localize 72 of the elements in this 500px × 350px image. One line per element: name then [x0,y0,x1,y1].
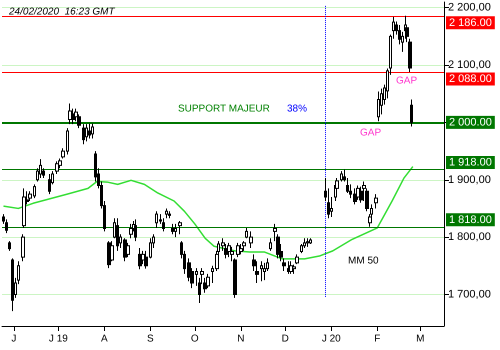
candlestick [306,238,309,248]
candlestick [88,123,91,139]
candlestick [282,258,286,272]
candlestick [116,218,119,252]
candlestick [410,98,413,127]
candlestick [22,188,26,228]
x-tick-label: O [190,334,199,344]
candlestick [21,234,25,262]
x-tick-label: N [237,334,244,344]
ref-line-label: 1 918.00 [449,156,492,168]
annotation: GAP [396,76,418,86]
x-tick-label: F [374,334,380,344]
candlestick [239,243,243,255]
candlestick [168,210,171,219]
annotation: GAP [360,128,382,138]
candlestick [377,90,380,122]
candlestick [309,238,312,244]
candlestick [126,242,130,258]
candlestick [55,160,59,175]
candlestick [141,250,145,265]
candlestick [11,258,14,312]
candlestick [263,262,266,281]
annotation: 38% [287,104,308,114]
candlestick [289,260,293,274]
annotation: SUPPORT MAJEUR [178,104,270,114]
candlestick [165,208,168,219]
candlestick [68,103,72,125]
candlestick [269,238,272,252]
candlestick [162,218,165,232]
x-tick-label: J 20 [322,334,342,344]
candlestick [292,264,296,274]
candlestick [287,260,290,274]
ref-line-label: 2 000.00 [449,116,492,128]
annotation: MM 50 [348,256,379,266]
y-tick-label: 2 100,00 [448,59,491,72]
candlestick [138,248,142,270]
y-tick-label: 1 900,00 [448,174,491,186]
candlestick [206,273,210,289]
ref-line-label: 2 088.00 [449,72,492,85]
candlestick [48,174,51,195]
x-tick-label: J [11,334,16,344]
ref-line-label: 1 818.00 [449,214,492,226]
candlestick [8,240,11,252]
candlestick [374,194,378,209]
x-tick-label: A [101,334,108,344]
x-tick-label: J 19 [48,334,68,344]
y-tick-label: 2 200,00 [448,2,491,14]
candlestick [295,254,299,265]
y-tick-label: 1 700,00 [448,288,491,300]
candlestick [171,223,174,235]
candlestick [39,158,42,179]
candlestick [174,223,177,238]
candlestick [85,124,88,142]
candlestick [236,242,240,258]
candlestick [260,260,263,282]
y-tick-label: 1 800,00 [448,231,491,244]
candlestick [353,188,357,205]
candlestick [155,210,158,228]
candlestick [242,240,246,252]
candlestick [249,230,253,249]
x-tick-label: D [282,334,289,344]
candlestick [303,238,306,249]
candlestick [340,170,343,182]
x-tick-label: S [146,334,154,344]
candlestick [129,223,133,239]
chart-title: 24/02/2020 16:23 GMT [8,6,116,18]
candlestick [82,124,85,145]
candlestick [227,242,231,258]
candlestick [91,123,94,139]
x-tick-label: M [416,334,424,344]
ref-line-label: 2 186.00 [449,16,492,29]
candlestick [178,220,182,235]
